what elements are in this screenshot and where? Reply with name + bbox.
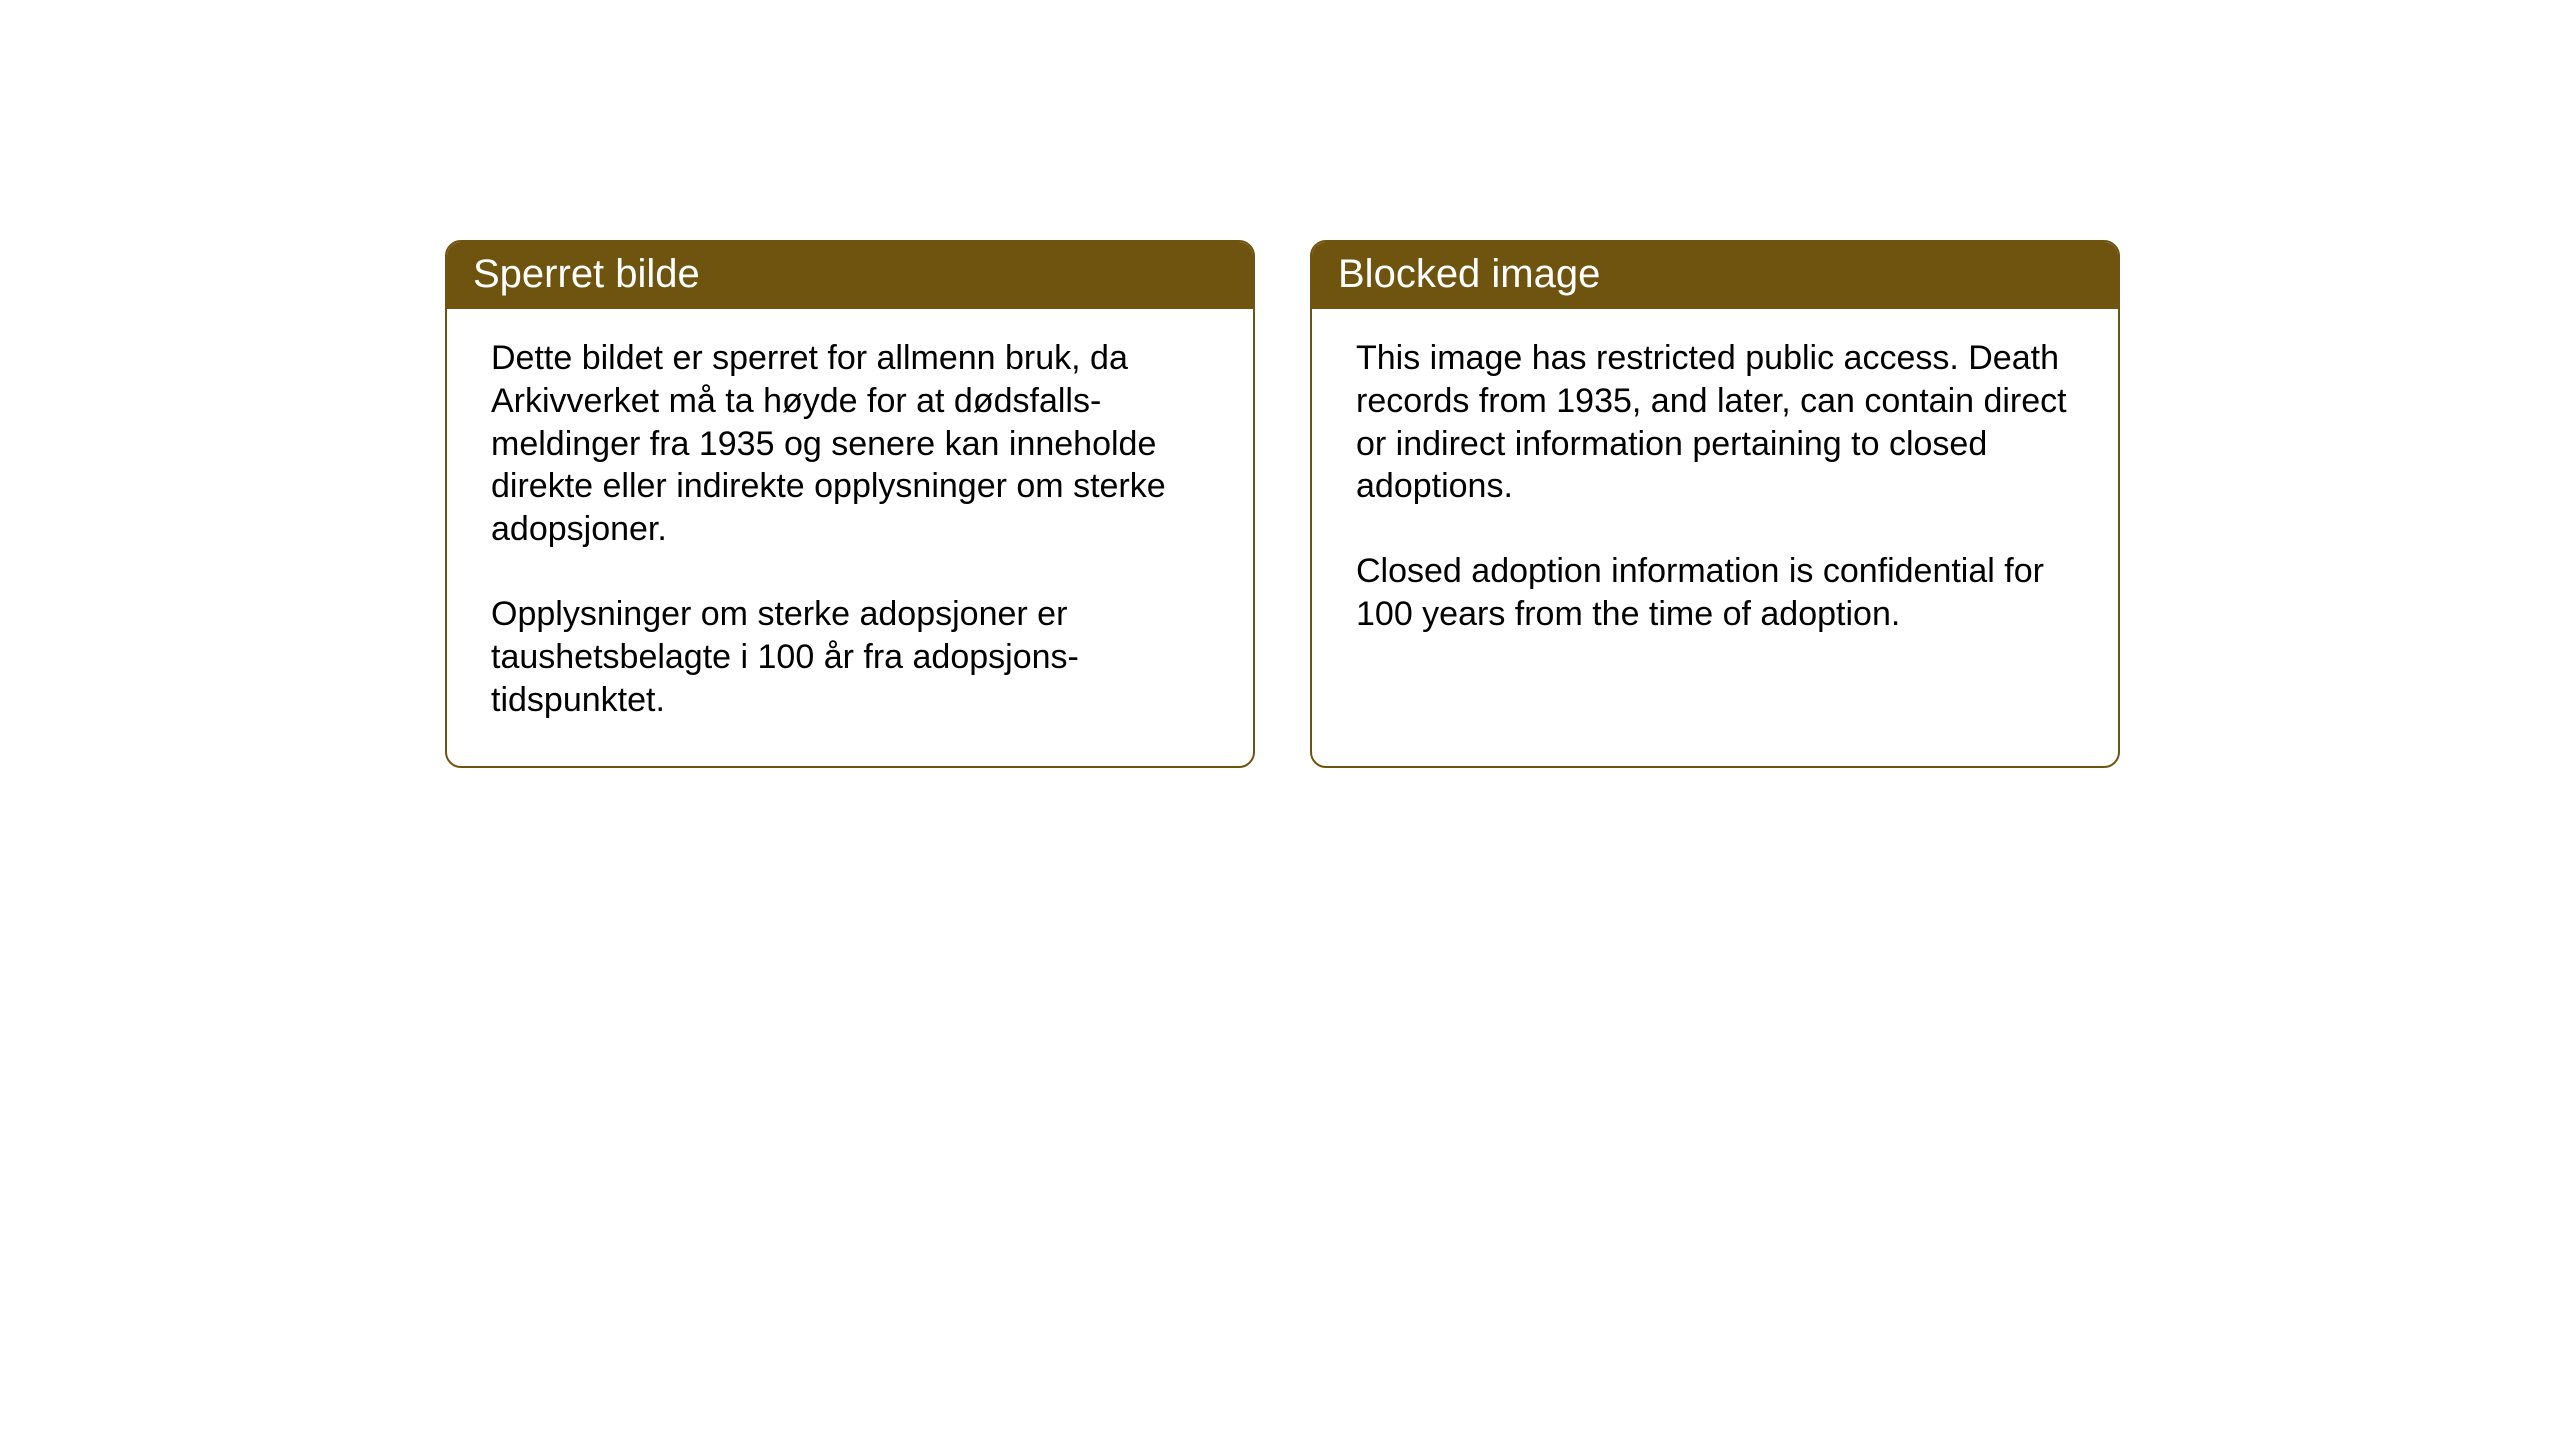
card-norwegian-body: Dette bildet er sperret for allmenn bruk… [447,309,1253,766]
card-english-paragraph-1: This image has restricted public access.… [1356,337,2074,508]
card-norwegian: Sperret bilde Dette bildet er sperret fo… [445,240,1255,768]
card-norwegian-paragraph-1: Dette bildet er sperret for allmenn bruk… [491,337,1209,551]
card-norwegian-title: Sperret bilde [473,252,700,296]
card-norwegian-paragraph-2: Opplysninger om sterke adopsjoner er tau… [491,593,1209,721]
card-english-paragraph-2: Closed adoption information is confident… [1356,550,2074,636]
card-english-header: Blocked image [1312,242,2118,309]
cards-container: Sperret bilde Dette bildet er sperret fo… [0,0,2560,768]
card-norwegian-header: Sperret bilde [447,242,1253,309]
card-english-body: This image has restricted public access.… [1312,309,2118,709]
card-english: Blocked image This image has restricted … [1310,240,2120,768]
card-english-title: Blocked image [1338,252,1600,296]
